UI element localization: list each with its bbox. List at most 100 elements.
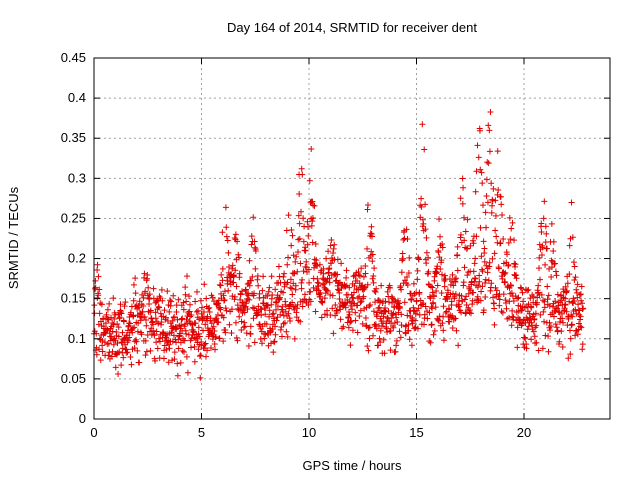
data-point (238, 327, 245, 334)
data-point (414, 276, 421, 283)
data-point (490, 294, 497, 301)
data-point (292, 282, 299, 289)
data-point (370, 308, 377, 315)
data-point (345, 324, 352, 331)
data-point (478, 169, 485, 176)
data-point (116, 348, 123, 355)
data-point (146, 301, 153, 308)
data-point (363, 304, 370, 311)
x-tick-label: 15 (409, 425, 423, 440)
data-point (309, 214, 316, 221)
data-point (479, 180, 486, 187)
data-point (163, 334, 170, 341)
data-point (401, 299, 408, 306)
data-point (433, 287, 440, 294)
data-point (188, 344, 195, 351)
data-point (434, 282, 441, 289)
data-point (242, 286, 249, 293)
data-point (362, 270, 369, 277)
data-point (467, 242, 474, 249)
data-point (553, 272, 560, 279)
data-point (333, 307, 340, 314)
data-point (308, 146, 315, 153)
data-point (418, 195, 425, 202)
data-point (285, 310, 292, 317)
data-point (376, 299, 383, 306)
data-point (531, 315, 538, 322)
data-point (518, 307, 525, 314)
data-point (543, 230, 550, 237)
data-point (534, 299, 541, 306)
data-point (578, 297, 585, 304)
data-point (309, 198, 316, 205)
data-point (200, 327, 207, 334)
data-point (164, 288, 171, 295)
data-point (464, 216, 471, 223)
data-point (345, 315, 352, 322)
data-point (538, 291, 545, 298)
data-point (357, 299, 364, 306)
data-point (461, 296, 468, 303)
data-point (483, 192, 490, 199)
data-point (218, 271, 225, 278)
data-point (201, 341, 208, 348)
data-point (95, 292, 102, 299)
data-point (287, 284, 294, 291)
data-point (444, 296, 451, 303)
data-point (183, 330, 190, 337)
data-point (142, 288, 149, 295)
data-point (366, 335, 373, 342)
data-point (337, 306, 344, 313)
data-point (167, 297, 174, 304)
data-point (108, 353, 115, 360)
data-point (173, 309, 180, 316)
data-point (105, 352, 112, 359)
data-point (397, 334, 404, 341)
data-point (261, 335, 268, 342)
data-point (486, 127, 493, 134)
data-point (192, 320, 199, 327)
data-point (548, 264, 555, 271)
data-point (94, 295, 101, 302)
y-tick-label: 0.1 (68, 331, 86, 346)
data-point (147, 347, 154, 354)
data-point (349, 306, 356, 313)
data-point (235, 254, 242, 261)
data-point (224, 280, 231, 287)
data-point (491, 305, 498, 312)
data-point (496, 302, 503, 309)
data-point (298, 285, 305, 292)
y-tick-label: 0.25 (61, 210, 86, 225)
data-point (567, 335, 574, 342)
data-point (498, 308, 505, 315)
data-point (280, 289, 287, 296)
y-tick-labels: 0 0.05 0.1 0.15 0.2 0.25 0.3 0.35 0.4 0.45 (61, 50, 86, 426)
data-point (406, 336, 413, 343)
data-point (431, 327, 438, 334)
data-point (397, 283, 404, 290)
data-point (378, 323, 385, 330)
data-point (376, 304, 383, 311)
data-point (150, 295, 157, 302)
data-point (482, 293, 489, 300)
data-point (370, 332, 377, 339)
data-point (280, 320, 287, 327)
data-point (269, 311, 276, 318)
data-point (378, 282, 385, 289)
data-point (563, 308, 570, 315)
data-point (268, 340, 275, 347)
data-point (473, 233, 480, 240)
data-point (575, 301, 582, 308)
data-point (164, 331, 171, 338)
data-point (400, 236, 407, 243)
data-point (430, 293, 437, 300)
data-point (155, 335, 162, 342)
data-point (515, 294, 522, 301)
data-point (212, 333, 219, 340)
data-point (108, 314, 115, 321)
data-point (394, 318, 401, 325)
data-point (183, 298, 190, 305)
data-point (356, 313, 363, 320)
plot-frame (93, 57, 611, 420)
data-point (367, 301, 374, 308)
